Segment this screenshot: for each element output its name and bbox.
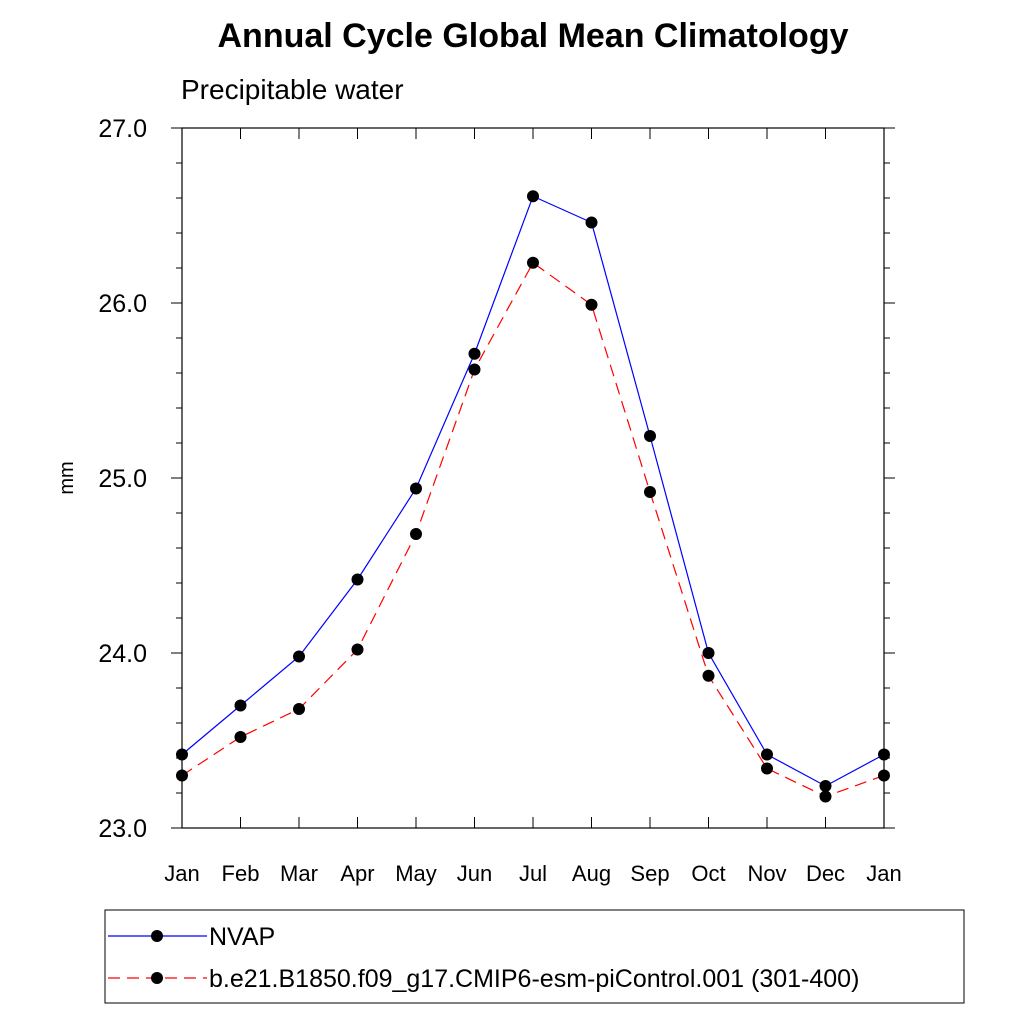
y-tick-label: 25.0 (98, 465, 147, 493)
data-point (878, 769, 890, 782)
data-point (878, 748, 890, 761)
data-point (702, 669, 715, 682)
data-point (293, 703, 305, 715)
legend: NVAP b.e21.B1850.f09_g17.CMIP6-esm-piCont… (108, 923, 859, 993)
x-tick-label: Nov (747, 861, 786, 886)
x-tick-label: Apr (340, 861, 374, 886)
axis-ticks: Jan Feb Mar Apr May Jun Jul Aug Sep Oct Nov Dec Jan 2… (98, 115, 901, 886)
x-tick-label: Mar (280, 861, 318, 886)
data-point (410, 482, 422, 495)
x-tick-label: May (395, 861, 437, 886)
y-tick-label: 26.0 (98, 290, 147, 318)
data-point (410, 528, 422, 540)
y-tick-label: 27.0 (98, 115, 147, 143)
data-point (234, 731, 247, 743)
legend-label: b.e21.B1850.f09_g17.CMIP6-esm-piControl.… (209, 965, 859, 993)
data-point (702, 647, 715, 659)
x-tick-label: Jun (457, 861, 492, 886)
data-point (761, 762, 773, 775)
data-point (176, 748, 188, 761)
data-point (761, 748, 773, 761)
data-point (585, 298, 598, 311)
legend-label: NVAP (209, 923, 275, 951)
data-point (293, 650, 305, 663)
x-tick-label: Jul (519, 861, 547, 886)
y-tick-label: 23.0 (98, 815, 147, 843)
x-tick-label: Jan (866, 861, 901, 886)
series-layer (176, 190, 890, 803)
x-tick-label: Oct (691, 861, 725, 886)
legend-marker (151, 930, 163, 942)
y-tick-label: 24.0 (98, 640, 147, 668)
x-tick-label: Sep (630, 861, 669, 886)
data-point (468, 347, 481, 360)
data-point (644, 430, 656, 442)
data-point (351, 573, 364, 586)
data-point (527, 256, 539, 269)
data-point (585, 216, 598, 229)
series-line (181, 195, 885, 787)
data-point (644, 486, 656, 498)
x-tick-label: Feb (222, 861, 260, 886)
plot-area-frame (181, 127, 885, 829)
series-line (181, 261, 885, 798)
x-tick-label: Aug (572, 861, 611, 886)
chart-title: Annual Cycle Global Mean Climatology (218, 17, 849, 55)
y-axis-label: mm (56, 461, 78, 494)
legend-marker (151, 972, 163, 984)
data-point (351, 643, 364, 656)
chart-subtitle: Precipitable water (181, 74, 404, 105)
data-point (234, 699, 247, 712)
data-point (176, 769, 188, 782)
x-tick-label: Jan (164, 861, 199, 886)
x-tick-label: Dec (806, 861, 845, 886)
legend-box (104, 909, 965, 1004)
data-point (527, 190, 539, 203)
data-point (819, 780, 832, 792)
data-point (468, 363, 481, 376)
data-point (819, 790, 832, 803)
